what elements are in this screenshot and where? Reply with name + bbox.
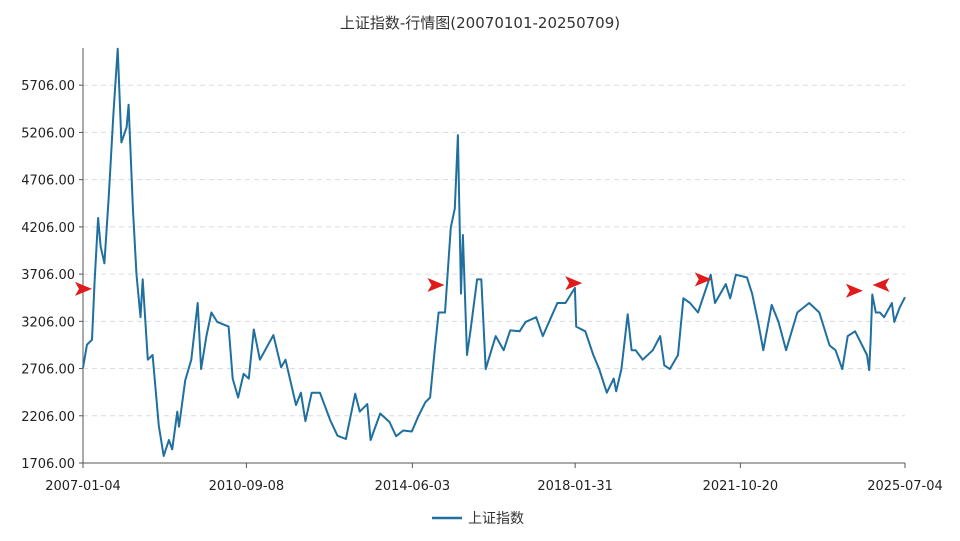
y-tick-label: 3206.00: [21, 315, 75, 330]
series-layer: [82, 47, 906, 457]
x-tick-label: 2010-09-08: [209, 479, 285, 494]
red-arrow-marker: [565, 276, 583, 291]
red-arrow-marker: [75, 281, 92, 296]
x-tick-label: 2014-06-03: [375, 479, 451, 494]
x-tick-label: 2025-07-04: [867, 479, 943, 494]
chart-title: 上证指数-行情图(20070101-20250709): [339, 14, 621, 32]
y-tick-label: 5206.00: [21, 126, 75, 141]
red-arrow-marker: [872, 278, 890, 293]
annotation-markers: [75, 272, 890, 298]
red-arrow-marker: [427, 278, 445, 293]
red-arrow-marker: [694, 272, 712, 287]
legend-label: 上证指数: [468, 511, 524, 527]
y-tick-label: 2706.00: [21, 363, 75, 378]
series-line-shanghai-index: [82, 47, 906, 457]
y-tick-label: 2206.00: [21, 410, 75, 425]
y-tick-label: 1706.00: [21, 457, 75, 472]
y-tick-label: 3706.00: [21, 268, 75, 283]
y-tick-labels: 1706.00 2206.00 2706.00 3206.00 3706.00 4206.…: [21, 79, 75, 472]
grid-lines: [79, 84, 905, 464]
axes: [82, 48, 905, 464]
x-tick-labels: 2007-01-04 2010-09-08 2014-06-03 2018-01-31…: [45, 463, 943, 494]
x-tick-label: 2021-10-20: [703, 479, 779, 494]
red-arrow-marker: [845, 283, 863, 298]
x-tick-label: 2018-01-31: [537, 479, 613, 494]
y-tick-label: 4706.00: [21, 174, 75, 189]
x-tick-label: 2007-01-04: [45, 479, 121, 494]
legend: 上证指数: [432, 511, 524, 527]
y-tick-label: 4206.00: [21, 221, 75, 236]
y-tick-label: 5706.00: [21, 79, 75, 94]
